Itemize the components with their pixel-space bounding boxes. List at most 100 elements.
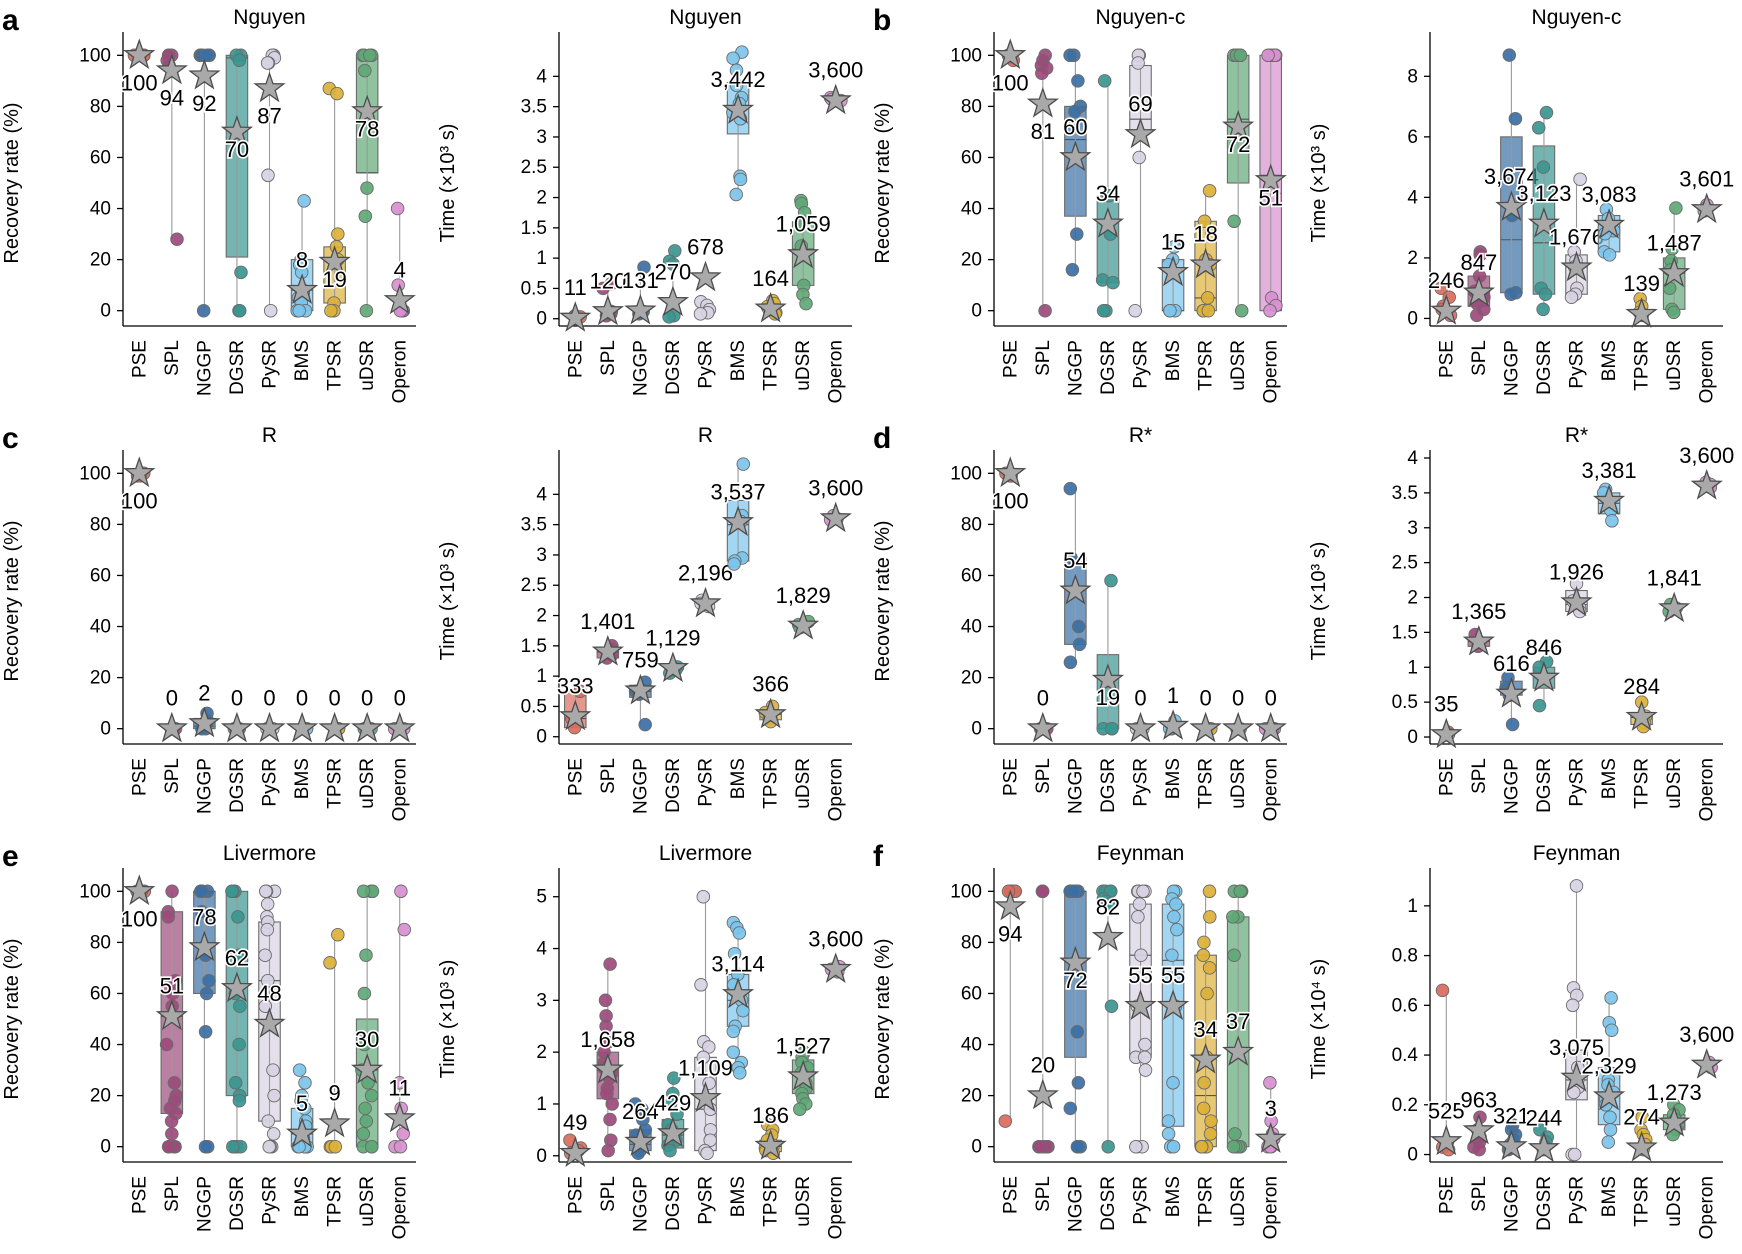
- svg-text:Time (×10³ s): Time (×10³ s): [437, 124, 459, 243]
- svg-text:1: 1: [536, 666, 547, 687]
- svg-text:78: 78: [355, 117, 379, 142]
- svg-text:846: 846: [1526, 635, 1563, 660]
- svg-text:PySR: PySR: [1567, 1176, 1588, 1225]
- svg-text:Livermore: Livermore: [659, 842, 752, 865]
- svg-text:2: 2: [536, 188, 547, 209]
- svg-text:SPL: SPL: [1469, 1176, 1490, 1212]
- svg-text:uDSR: uDSR: [1228, 758, 1249, 809]
- svg-text:0: 0: [394, 686, 406, 711]
- svg-text:19: 19: [1096, 685, 1120, 710]
- svg-text:1,129: 1,129: [645, 625, 700, 650]
- svg-text:20: 20: [90, 668, 111, 689]
- svg-text:Time (×10³ s): Time (×10³ s): [437, 542, 459, 661]
- svg-text:186: 186: [752, 1103, 789, 1128]
- svg-text:PySR: PySR: [696, 340, 717, 389]
- svg-text:uDSR: uDSR: [1664, 758, 1685, 809]
- svg-text:92: 92: [192, 91, 216, 116]
- svg-text:48: 48: [257, 981, 281, 1006]
- svg-text:PySR: PySR: [696, 758, 717, 807]
- svg-text:0: 0: [971, 301, 982, 322]
- svg-text:100: 100: [992, 70, 1029, 95]
- svg-text:PySR: PySR: [1567, 758, 1588, 807]
- svg-text:4: 4: [536, 66, 547, 87]
- svg-text:94: 94: [160, 86, 184, 111]
- svg-text:0: 0: [100, 719, 111, 740]
- svg-text:139: 139: [1623, 271, 1660, 296]
- svg-text:100: 100: [79, 463, 111, 484]
- svg-text:4: 4: [394, 257, 406, 282]
- svg-text:NGGP: NGGP: [194, 1176, 215, 1232]
- svg-text:3: 3: [1265, 1096, 1277, 1121]
- svg-text:40: 40: [961, 199, 982, 220]
- svg-text:55: 55: [1128, 963, 1152, 988]
- svg-text:51: 51: [1258, 185, 1282, 210]
- svg-text:e: e: [2, 840, 19, 873]
- svg-text:15: 15: [1161, 229, 1185, 254]
- svg-text:Nguyen-c: Nguyen-c: [1096, 6, 1186, 29]
- svg-text:321: 321: [1493, 1104, 1530, 1129]
- svg-text:TPSR: TPSR: [761, 340, 782, 391]
- svg-text:60: 60: [90, 565, 111, 586]
- svg-text:3,600: 3,600: [1679, 443, 1734, 468]
- svg-text:1,059: 1,059: [776, 212, 831, 237]
- svg-text:80: 80: [961, 932, 982, 953]
- svg-text:1: 1: [1407, 896, 1418, 917]
- svg-text:Nguyen: Nguyen: [669, 6, 741, 29]
- svg-text:0: 0: [100, 1137, 111, 1158]
- svg-text:Recovery rate (%): Recovery rate (%): [1, 938, 23, 1099]
- svg-text:1: 1: [1167, 683, 1179, 708]
- svg-text:SPL: SPL: [1469, 340, 1490, 376]
- svg-text:0: 0: [231, 686, 243, 711]
- svg-text:Operon: Operon: [826, 758, 847, 821]
- svg-text:0: 0: [1265, 686, 1277, 711]
- svg-text:1,926: 1,926: [1549, 560, 1604, 585]
- svg-text:PSE: PSE: [565, 758, 586, 796]
- svg-text:3,381: 3,381: [1582, 458, 1637, 483]
- svg-text:60: 60: [961, 565, 982, 586]
- svg-text:429: 429: [655, 1091, 692, 1116]
- svg-text:1,365: 1,365: [1451, 599, 1506, 624]
- svg-text:DGSR: DGSR: [663, 758, 684, 813]
- svg-text:0: 0: [971, 1137, 982, 1158]
- svg-text:0.5: 0.5: [521, 278, 547, 299]
- svg-text:333: 333: [557, 674, 594, 699]
- svg-text:NGGP: NGGP: [630, 758, 651, 814]
- svg-text:264: 264: [622, 1099, 659, 1124]
- svg-text:TPSR: TPSR: [325, 340, 346, 391]
- svg-text:PSE: PSE: [565, 340, 586, 378]
- svg-text:9: 9: [328, 1081, 340, 1106]
- svg-text:Operon: Operon: [1261, 340, 1282, 403]
- svg-text:BMS: BMS: [728, 1176, 749, 1217]
- svg-text:SPL: SPL: [1469, 758, 1490, 794]
- svg-text:100: 100: [79, 45, 111, 66]
- svg-text:4: 4: [536, 484, 547, 505]
- svg-text:4: 4: [1407, 448, 1418, 469]
- svg-text:270: 270: [655, 259, 692, 284]
- svg-text:366: 366: [752, 672, 789, 697]
- svg-text:uDSR: uDSR: [357, 1176, 378, 1227]
- svg-text:Operon: Operon: [1261, 758, 1282, 821]
- svg-text:81: 81: [1031, 119, 1055, 144]
- svg-text:49: 49: [563, 1110, 587, 1135]
- svg-text:BMS: BMS: [1599, 758, 1620, 799]
- svg-text:Operon: Operon: [390, 1176, 411, 1239]
- svg-text:70: 70: [225, 137, 249, 162]
- svg-text:DGSR: DGSR: [663, 1176, 684, 1231]
- svg-text:274: 274: [1623, 1105, 1660, 1130]
- svg-text:uDSR: uDSR: [1228, 1176, 1249, 1227]
- svg-text:94: 94: [998, 922, 1022, 947]
- svg-text:BMS: BMS: [1163, 758, 1184, 799]
- svg-text:R: R: [262, 424, 277, 447]
- svg-text:20: 20: [961, 250, 982, 271]
- svg-text:SPL: SPL: [162, 1176, 183, 1212]
- svg-text:PSE: PSE: [129, 340, 150, 378]
- svg-text:40: 40: [90, 199, 111, 220]
- svg-text:Nguyen-c: Nguyen-c: [1532, 6, 1622, 29]
- svg-text:BMS: BMS: [292, 1176, 313, 1217]
- svg-text:60: 60: [90, 983, 111, 1004]
- svg-text:PSE: PSE: [1436, 340, 1457, 378]
- svg-text:1: 1: [1407, 657, 1418, 678]
- svg-text:0.4: 0.4: [1392, 1045, 1419, 1066]
- svg-text:3,601: 3,601: [1679, 166, 1734, 191]
- svg-text:759: 759: [622, 648, 659, 673]
